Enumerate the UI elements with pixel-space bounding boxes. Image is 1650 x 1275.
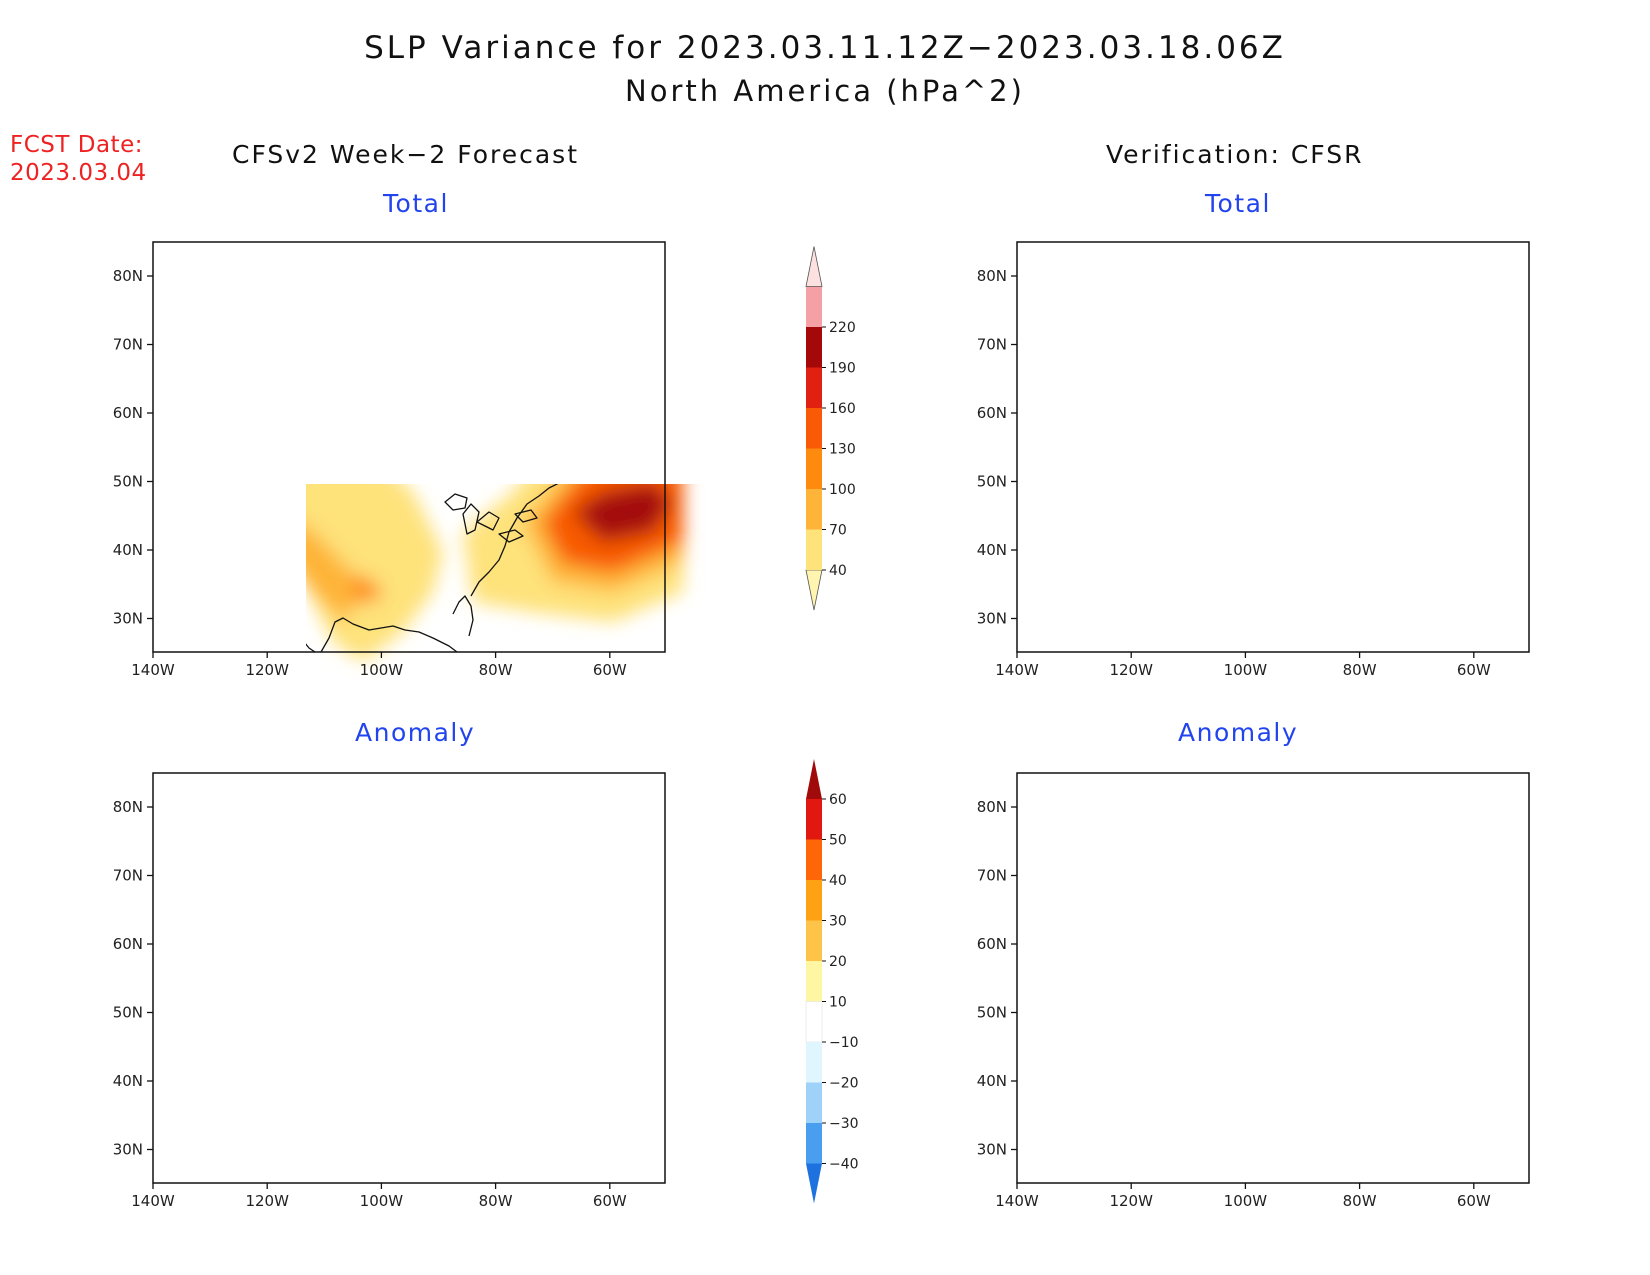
lon-tick-label: 80W [479, 1192, 513, 1210]
lat-tick-label: 80N [977, 267, 1007, 285]
legend-total-label: 190 [829, 361, 856, 377]
lat-tick-label: 50N [977, 473, 1007, 491]
lon-tick-label: 60W [1457, 661, 1491, 679]
lon-tick-label: 100W [360, 1192, 404, 1210]
legend-total-tail [805, 569, 823, 611]
legend-anomaly-label: 40 [829, 873, 847, 889]
panel-title-forecast-total: Total [383, 189, 449, 218]
legend-anomaly-label: 10 [829, 995, 847, 1011]
legend-total-swatch [806, 489, 822, 530]
legend-anomaly-swatch [806, 839, 822, 880]
legend-anomaly-label: 30 [829, 914, 847, 930]
legend-anomaly-swatch [806, 961, 822, 1002]
panel-title-verification-total: Total [1205, 189, 1271, 218]
lon-tick-label: 80W [1343, 1192, 1377, 1210]
lon-tick-label: 60W [593, 661, 627, 679]
panel-title-verification-anomaly: Anomaly [1178, 718, 1299, 747]
lon-tick-label: 100W [1224, 1192, 1268, 1210]
lon-tick-label: 100W [1224, 661, 1268, 679]
lon-tick-label: 140W [131, 1192, 175, 1210]
left-column-title: CFSv2 Week−2 Forecast [232, 140, 579, 169]
lat-tick-label: 70N [977, 867, 1007, 885]
legend-anomaly-swatch [806, 920, 822, 961]
lat-tick-label: 60N [977, 935, 1007, 953]
legend-anomaly-swatch [806, 1082, 822, 1123]
lat-tick-label: 60N [113, 935, 143, 953]
lat-tick-label: 70N [977, 336, 1007, 354]
lat-tick-label: 80N [113, 798, 143, 816]
lat-tick-label: 60N [977, 404, 1007, 422]
legend-anomaly-label: −10 [829, 1035, 859, 1051]
lon-tick-label: 80W [1343, 661, 1377, 679]
legend-anomaly-label: −40 [829, 1157, 859, 1173]
legend-anomaly: 60 50 40 30 20 10 −10 −20 −30 −40 [805, 759, 859, 1204]
lat-tick-label: 40N [113, 1072, 143, 1090]
legend-anomaly-label: −20 [829, 1076, 859, 1092]
legend-total-label: 220 [829, 320, 856, 336]
legend-anomaly-label: 50 [829, 833, 847, 849]
lon-tick-label: 140W [995, 661, 1039, 679]
legend-anomaly-label: 20 [829, 954, 847, 970]
legend-total-swatch [806, 286, 822, 327]
lat-tick-label: 30N [113, 1141, 143, 1159]
legend-anomaly-tail [806, 1163, 822, 1204]
legend-anomaly-swatch [806, 880, 822, 921]
legend-total-head [805, 246, 823, 287]
lon-tick-label: 140W [131, 661, 175, 679]
lat-tick-label: 50N [113, 473, 143, 491]
lon-tick-label: 120W [245, 661, 289, 679]
lat-tick-label: 40N [977, 1072, 1007, 1090]
legend-total-swatch [806, 408, 822, 449]
map-forecast-anomaly [152, 772, 666, 1184]
lat-tick-label: 30N [977, 610, 1007, 628]
lat-tick-label: 30N [113, 610, 143, 628]
lat-tick-label: 40N [113, 541, 143, 559]
lon-tick-label: 100W [360, 661, 404, 679]
legend-total-swatch [806, 529, 822, 570]
legend-total-swatch [806, 367, 822, 408]
legend-anomaly-swatch [806, 799, 822, 840]
lon-tick-label: 80W [479, 661, 513, 679]
map-forecast-total [152, 241, 683, 662]
legend-total-label: 100 [829, 482, 856, 498]
legend-anomaly-label: 60 [829, 792, 847, 808]
lat-tick-label: 40N [977, 541, 1007, 559]
panel-title-forecast-anomaly: Anomaly [355, 718, 476, 747]
fcst-date-value: 2023.03.04 [10, 160, 147, 186]
lat-tick-label: 70N [113, 867, 143, 885]
fcst-date-label: FCST Date: [10, 132, 143, 158]
legend-total-swatch [806, 327, 822, 368]
lat-tick-label: 80N [977, 798, 1007, 816]
map-verification-total [1016, 241, 1530, 653]
lon-tick-label: 120W [245, 1192, 289, 1210]
legend-anomaly-head [806, 759, 822, 799]
legend-total-label: 70 [829, 523, 847, 539]
legend-anomaly-swatch [806, 1123, 822, 1164]
lat-tick-label: 60N [113, 404, 143, 422]
lat-tick-label: 80N [113, 267, 143, 285]
map-verification-anomaly [1016, 772, 1530, 1184]
legend-total-label: 160 [829, 401, 856, 417]
lat-tick-label: 30N [977, 1141, 1007, 1159]
lon-tick-label: 140W [995, 1192, 1039, 1210]
legend-total: 40 70 100 130 160 190 220 [805, 246, 856, 611]
right-column-title: Verification: CFSR [1106, 140, 1364, 169]
lon-tick-label: 60W [593, 1192, 627, 1210]
legend-anomaly-swatch [805, 1001, 823, 1043]
axes-layer: 80N 70N 60N 50N 40N 30N 140W 120W 100W 80W 60W 80N 7… [113, 267, 1491, 1210]
legend-anomaly-swatch [806, 1042, 822, 1083]
legend-anomaly-label: −30 [829, 1116, 859, 1132]
lat-tick-label: 50N [113, 1004, 143, 1022]
lon-tick-label: 120W [1109, 661, 1153, 679]
lat-tick-label: 50N [977, 1004, 1007, 1022]
lon-tick-label: 120W [1109, 1192, 1153, 1210]
lon-tick-label: 60W [1457, 1192, 1491, 1210]
chart-title: SLP Variance for 2023.03.11.12Z−2023.03.… [364, 30, 1286, 66]
legend-total-label: 130 [829, 442, 856, 458]
legend-total-label: 40 [829, 563, 847, 579]
legend-total-swatch [806, 448, 822, 489]
lat-tick-label: 70N [113, 336, 143, 354]
chart-subtitle: North America (hPa^2) [625, 74, 1025, 108]
